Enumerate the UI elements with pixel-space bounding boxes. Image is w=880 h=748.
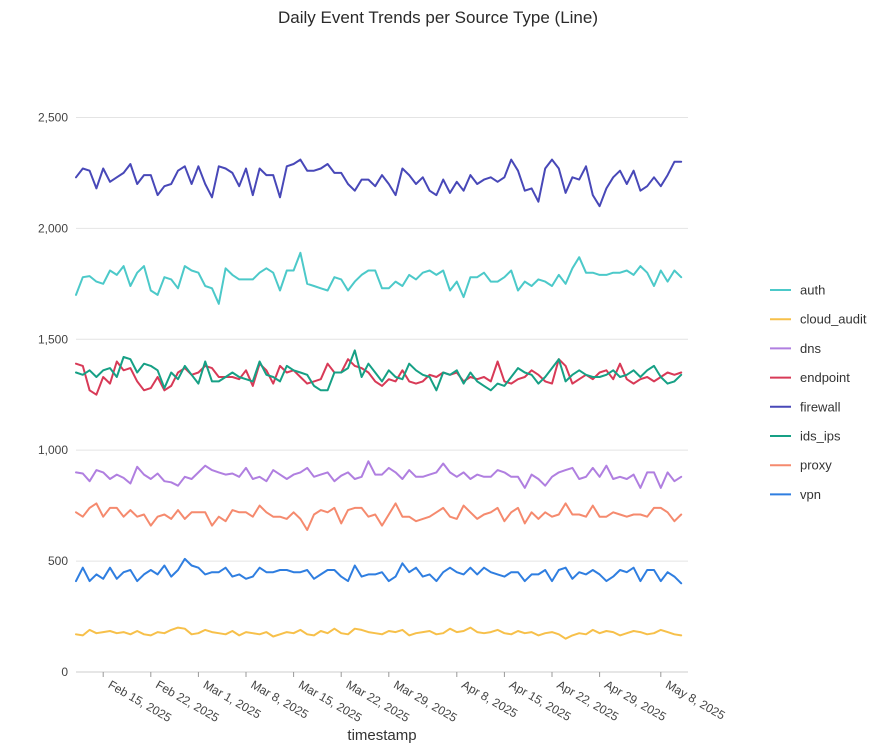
series-line-endpoint <box>75 358 683 396</box>
legend-item-cloud-audit[interactable]: cloud_audit <box>770 312 867 327</box>
legend-label: vpn <box>800 487 821 502</box>
y-tick-label: 2,500 <box>38 110 68 124</box>
series-line-proxy <box>75 502 683 531</box>
series-line-firewall <box>75 158 683 208</box>
series-line-ids-ips <box>75 349 683 392</box>
y-axis: 0 500 1,000 1,500 2,000 2,500 <box>38 110 688 679</box>
y-tick-label: 500 <box>48 554 68 568</box>
legend-item-endpoint[interactable]: endpoint <box>770 370 850 385</box>
legend-item-proxy[interactable]: proxy <box>770 458 832 473</box>
legend-label: firewall <box>800 399 841 414</box>
series-lines <box>75 158 683 640</box>
y-tick-label: 2,000 <box>38 221 68 235</box>
series-line-auth <box>75 251 683 305</box>
series-line-vpn <box>75 557 683 585</box>
legend-label: ids_ips <box>800 429 841 444</box>
chart-title: Daily Event Trends per Source Type (Line… <box>278 8 598 27</box>
gridlines <box>76 116 688 562</box>
legend-item-vpn[interactable]: vpn <box>770 487 821 502</box>
legend-label: cloud_audit <box>800 312 867 327</box>
legend-item-firewall[interactable]: firewall <box>770 399 841 414</box>
x-axis-title: timestamp <box>347 727 416 744</box>
legend-label: dns <box>800 341 821 356</box>
legend-label: endpoint <box>800 370 850 385</box>
series-line-cloud-audit <box>75 626 683 640</box>
x-tick-label: May 8, 2025 <box>663 677 727 722</box>
legend-item-ids-ips[interactable]: ids_ips <box>770 429 841 444</box>
legend-item-dns[interactable]: dns <box>770 341 821 356</box>
y-tick-label: 1,000 <box>38 443 68 457</box>
y-tick-label: 0 <box>61 665 68 679</box>
legend-label: auth <box>800 283 825 298</box>
series-line-dns <box>75 460 683 489</box>
legend-item-auth[interactable]: auth <box>770 283 825 298</box>
y-tick-label: 1,500 <box>38 332 68 346</box>
legend-label: proxy <box>800 458 832 473</box>
